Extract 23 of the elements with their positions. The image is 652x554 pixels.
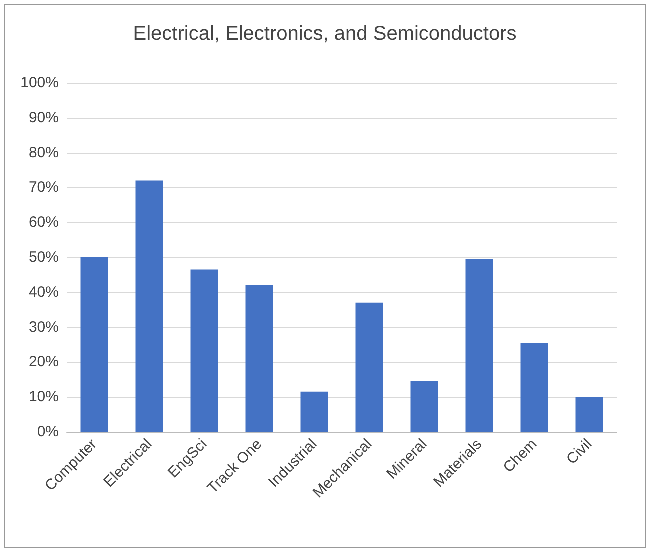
y-tick-label: 60% [28, 214, 59, 232]
bar [356, 302, 384, 432]
y-tick-label: 20% [28, 354, 59, 371]
bar [576, 397, 604, 432]
chart-title: Electrical, Electronics, and Semiconductors [133, 23, 517, 45]
y-tick-label: 40% [28, 284, 59, 301]
bar [190, 270, 218, 432]
y-tick-label: 70% [28, 179, 59, 196]
y-tick-label: 100% [20, 74, 59, 92]
bar [300, 392, 328, 432]
bar [466, 259, 494, 432]
y-tick-label: 80% [28, 144, 59, 162]
bar [246, 285, 274, 432]
y-tick-label: 90% [28, 109, 59, 126]
y-tick-label: 10% [28, 388, 59, 406]
y-tick-label: 30% [28, 318, 59, 336]
bar [136, 180, 164, 432]
bar [520, 343, 548, 432]
bar [80, 258, 108, 432]
bar [410, 381, 438, 432]
y-tick-label: 50% [28, 249, 59, 266]
y-tick-label: 0% [37, 424, 59, 440]
x-tick-label: Civil [563, 436, 596, 468]
